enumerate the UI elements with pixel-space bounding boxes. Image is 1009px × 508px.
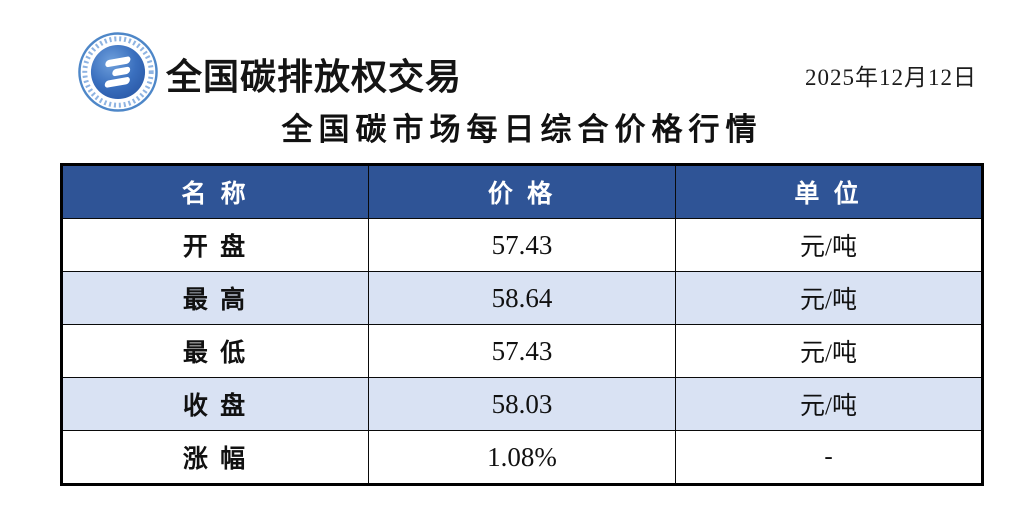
table-row-high: 最 高 58.64 元/吨 [61, 271, 983, 325]
header-price: 价 格 [368, 164, 676, 219]
row-price: 57.43 [368, 324, 676, 378]
row-label: 涨 幅 [61, 430, 369, 485]
carbon-exchange-logo-icon [78, 32, 158, 112]
row-label: 最 低 [61, 324, 369, 378]
table-row-close: 收 盘 58.03 元/吨 [61, 377, 983, 431]
header-unit: 单 位 [675, 164, 983, 219]
bulletin-date: 2025年12月12日 [805, 65, 977, 90]
row-price: 58.03 [368, 377, 676, 431]
page-title: 全国碳市场每日综合价格行情 [281, 112, 763, 147]
header-name: 名 称 [61, 164, 369, 219]
row-price: 58.64 [368, 271, 676, 325]
table-row-change: 涨 幅 1.08% - [61, 430, 983, 485]
brand-name: 全国碳排放权交易 [166, 57, 463, 97]
row-label: 收 盘 [61, 377, 369, 431]
row-unit: 元/吨 [675, 218, 983, 272]
row-unit: 元/吨 [675, 271, 983, 325]
table-row-low: 最 低 57.43 元/吨 [61, 324, 983, 378]
price-table: 名 称 价 格 单 位 开 盘 57.43 元/吨 最 高 58.64 元/吨 … [60, 163, 984, 486]
row-unit: 元/吨 [675, 377, 983, 431]
row-label: 最 高 [61, 271, 369, 325]
row-price: 57.43 [368, 218, 676, 272]
row-unit: - [675, 430, 983, 485]
row-unit: 元/吨 [675, 324, 983, 378]
row-label: 开 盘 [61, 218, 369, 272]
price-table-header: 名 称 价 格 单 位 [61, 164, 983, 219]
table-row-open: 开 盘 57.43 元/吨 [61, 218, 983, 272]
price-table-body: 开 盘 57.43 元/吨 最 高 58.64 元/吨 最 低 57.43 元/… [61, 218, 983, 485]
row-price: 1.08% [368, 430, 676, 485]
header-row: 名 称 价 格 单 位 [61, 164, 983, 219]
